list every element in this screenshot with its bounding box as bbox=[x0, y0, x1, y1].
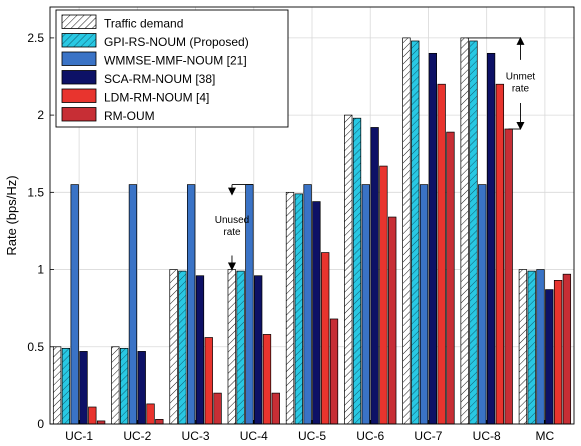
legend-swatch-3 bbox=[61, 70, 97, 85]
bar-UC-5-series-1 bbox=[294, 193, 303, 425]
bar-UC-2-series-2 bbox=[128, 184, 138, 425]
bar-UC-4-series-5 bbox=[271, 392, 280, 425]
bar-MC-series-5 bbox=[562, 273, 572, 425]
bar-MC-series-2 bbox=[536, 269, 545, 425]
y-tick-label-0: 0 bbox=[37, 417, 44, 431]
legend-label-0: Traffic demand bbox=[104, 17, 183, 31]
legend-label-2: WMMSE-MMF-NOUM [21] bbox=[104, 54, 247, 68]
bar-UC-4-series-1 bbox=[236, 270, 245, 425]
bar-UC-6-series-5 bbox=[388, 216, 397, 425]
bar-UC-3-series-1 bbox=[178, 270, 187, 425]
x-tick-label-UC-1: UC-1 bbox=[65, 429, 93, 443]
bar-UC-5-series-3 bbox=[312, 201, 321, 425]
bar-UC-1-series-2 bbox=[70, 184, 79, 425]
bar-UC-1-series-3 bbox=[79, 351, 88, 425]
bar-UC-7-series-3 bbox=[428, 52, 437, 425]
legend-swatch-5 bbox=[61, 107, 97, 122]
bar-UC-6-series-3 bbox=[370, 127, 379, 425]
legend-label-3: SCA-RM-NOUM [38] bbox=[104, 72, 215, 86]
bar-UC-6-series-2 bbox=[361, 184, 370, 425]
bar-UC-5-series-5 bbox=[329, 318, 339, 425]
bar-MC-series-1 bbox=[527, 270, 536, 425]
bar-UC-3-series-4 bbox=[204, 337, 213, 425]
legend-label-5: RM-OUM bbox=[104, 109, 155, 123]
legend-swatch-2 bbox=[61, 51, 97, 66]
legend-swatch-1 bbox=[61, 33, 97, 48]
unmet-rate-label-line-0: Unmet bbox=[506, 71, 536, 82]
legend-swatch-4 bbox=[61, 88, 97, 103]
legend-label-4: LDM-RM-NOUM [4] bbox=[104, 91, 209, 105]
x-tick-label-UC-5: UC-5 bbox=[298, 429, 326, 443]
bars bbox=[52, 37, 572, 425]
y-tick-label-4: 2 bbox=[37, 108, 44, 122]
bar-UC-5-series-2 bbox=[303, 184, 312, 425]
bar-UC-2-series-3 bbox=[137, 351, 146, 425]
bar-UC-1-series-4 bbox=[88, 406, 97, 425]
bar-UC-3-series-2 bbox=[187, 184, 196, 425]
legend: Traffic demand GPI-RS-NOUM (Proposed) WMMS… bbox=[55, 9, 289, 128]
bar-UC-4-series-0 bbox=[227, 269, 236, 425]
bar-UC-4-series-3 bbox=[254, 275, 263, 425]
bar-UC-7-series-5 bbox=[446, 131, 455, 425]
bar-UC-4-series-4 bbox=[262, 334, 272, 425]
y-tick-label-2: 1 bbox=[37, 263, 44, 277]
x-tick-label-UC-4: UC-4 bbox=[240, 429, 268, 443]
y-tick-label-1: 0.5 bbox=[27, 340, 44, 354]
bar-UC-2-series-4 bbox=[146, 403, 155, 425]
x-tick-label-UC-6: UC-6 bbox=[356, 429, 384, 443]
bar-UC-1-series-1 bbox=[61, 347, 71, 425]
unused-rate-label-line-0: Unused bbox=[215, 215, 249, 226]
bar-UC-5-series-4 bbox=[321, 252, 330, 425]
bar-UC-7-series-2 bbox=[419, 184, 429, 425]
bar-MC-series-0 bbox=[518, 269, 528, 425]
x-tick-label-UC-2: UC-2 bbox=[123, 429, 151, 443]
legend-label-1: GPI-RS-NOUM (Proposed) bbox=[104, 35, 249, 49]
bar-UC-6-series-0 bbox=[344, 114, 353, 425]
bar-UC-7-series-0 bbox=[402, 37, 411, 425]
unmet-rate-label-line-1: rate bbox=[512, 83, 530, 94]
y-tick-label-5: 2.5 bbox=[27, 31, 44, 45]
legend-swatch-0 bbox=[61, 14, 97, 29]
x-tick-label-UC-7: UC-7 bbox=[414, 429, 442, 443]
bar-UC-3-series-0 bbox=[169, 269, 178, 425]
x-tick-label-MC: MC bbox=[536, 429, 555, 443]
axes: 0 0.5 1 1.5 2 2.5 UC-1 UC-2 UC-3 UC-4 UC-5 UC-6 UC-7… bbox=[27, 6, 575, 443]
bar-UC-2-series-1 bbox=[119, 347, 129, 425]
bar-MC-series-3 bbox=[545, 289, 554, 425]
bar-UC-6-series-1 bbox=[352, 117, 362, 425]
bar-UC-2-series-0 bbox=[111, 346, 120, 425]
bar-UC-6-series-4 bbox=[379, 165, 388, 425]
bar-MC-series-4 bbox=[553, 280, 563, 425]
unused-rate-label-line-1: rate bbox=[223, 227, 241, 238]
x-tick-label-UC-8: UC-8 bbox=[473, 429, 501, 443]
bar-UC-8-series-1 bbox=[469, 40, 478, 425]
y-tick-label-3: 1.5 bbox=[27, 185, 44, 199]
bar-UC-7-series-1 bbox=[411, 40, 420, 425]
bar-UC-1-series-0 bbox=[52, 346, 62, 425]
y-axis-title: Rate (bps/Hz) bbox=[4, 175, 19, 255]
bar-UC-3-series-3 bbox=[195, 275, 205, 425]
bar-UC-8-series-0 bbox=[460, 37, 469, 425]
bar-UC-1-series-5 bbox=[96, 420, 106, 425]
bar-UC-8-series-5 bbox=[504, 128, 513, 425]
x-tick-label-UC-3: UC-3 bbox=[182, 429, 210, 443]
bar-UC-7-series-4 bbox=[437, 83, 446, 425]
bar-UC-8-series-4 bbox=[495, 83, 505, 425]
bar-UC-8-series-3 bbox=[486, 52, 496, 425]
bar-UC-8-series-2 bbox=[478, 184, 487, 425]
bar-UC-3-series-5 bbox=[213, 392, 222, 425]
bar-UC-5-series-0 bbox=[285, 191, 295, 425]
bar-UC-2-series-5 bbox=[155, 419, 164, 425]
